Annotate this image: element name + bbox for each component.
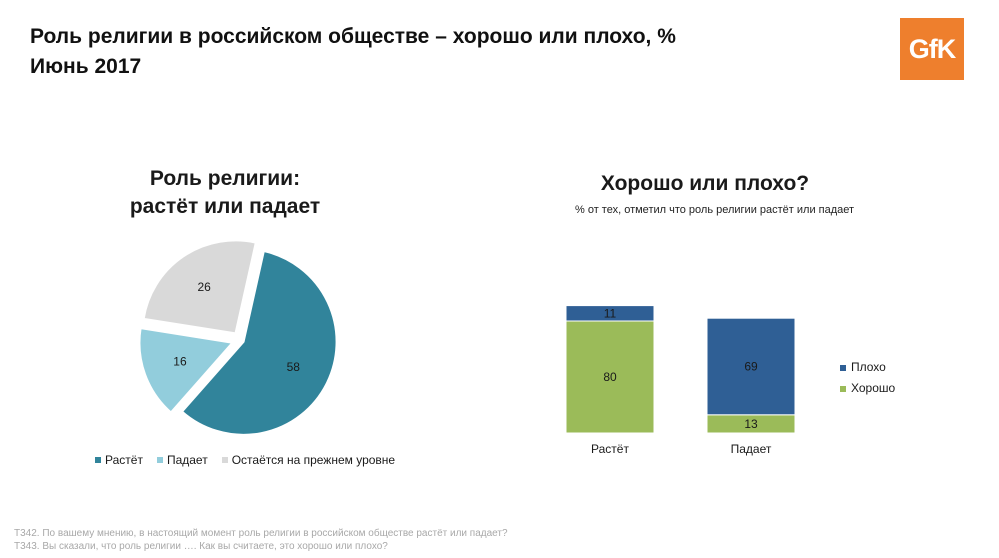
bar-value-label: 69 bbox=[744, 360, 758, 374]
bar-legend: Плохо Хорошо bbox=[840, 357, 895, 399]
pie-legend-item: Остаётся на прежнем уровне bbox=[221, 453, 396, 467]
pie-legend-label: Падает bbox=[166, 453, 208, 467]
page-title-line1: Роль религии в российском обществе – хор… bbox=[30, 25, 676, 48]
pie-slice-label: 26 bbox=[197, 280, 211, 294]
footnote: Т342. По вашему мнению, в настоящий моме… bbox=[14, 527, 508, 553]
bar-segment-плохо bbox=[706, 317, 796, 416]
bar-value-label: 11 bbox=[604, 306, 617, 320]
pie-chart-title-line1: Роль религии: bbox=[149, 167, 301, 190]
pie-chart-title: Роль религии: растёт или падает bbox=[55, 165, 395, 221]
pie-chart-title-line2: растёт или падает bbox=[129, 195, 321, 218]
bar-value-label: 13 bbox=[744, 417, 758, 431]
pie-slice-label: 16 bbox=[173, 355, 187, 369]
bar-legend-item: Хорошо bbox=[840, 378, 895, 399]
legend-swatch bbox=[95, 457, 101, 463]
bar-chart-subtitle: % от тех, отметил что роль религии растё… bbox=[575, 204, 855, 216]
page-title: Роль религии в российском обществе – хор… bbox=[30, 22, 676, 82]
logo-text: GfK bbox=[908, 33, 956, 64]
bar-chart-title: Хорошо или плохо? bbox=[600, 172, 810, 195]
footnote-line2: Т343. Вы сказали, что роль религии …. Ка… bbox=[14, 541, 388, 552]
bar-legend-label: Хорошо bbox=[851, 381, 896, 395]
pie-slice-растёт bbox=[180, 249, 338, 436]
bar-value-label: 80 bbox=[603, 370, 617, 384]
bar-legend-label: Плохо bbox=[851, 360, 886, 374]
gfk-logo: GfK bbox=[900, 18, 964, 80]
pie-legend-label: Растёт bbox=[105, 453, 143, 467]
footnote-line1: Т342. По вашему мнению, в настоящий моме… bbox=[14, 528, 508, 539]
x-tick-label: Растёт bbox=[591, 442, 629, 456]
legend-swatch bbox=[221, 457, 228, 463]
pie-slice-остаётся-на-прежнем-уровне bbox=[142, 239, 257, 335]
legend-swatch bbox=[840, 385, 846, 392]
bar-segment-хорошо bbox=[565, 320, 655, 434]
legend-swatch bbox=[156, 457, 163, 463]
bar-legend-item: Плохо bbox=[840, 357, 895, 378]
pie-slice-label: 58 bbox=[287, 360, 301, 374]
pie-legend-item: Растёт bbox=[95, 453, 143, 467]
pie-slice-падает bbox=[138, 327, 235, 414]
legend-swatch bbox=[840, 364, 846, 371]
page-title-line2: Июнь 2017 bbox=[30, 55, 142, 78]
bar-segment-плохо bbox=[565, 305, 655, 322]
x-tick-label: Падает bbox=[731, 442, 772, 456]
pie-legend: Растёт Падает Остаётся на прежнем уровне bbox=[95, 453, 395, 467]
pie-legend-label: Остаётся на прежнем уровне bbox=[231, 453, 396, 467]
pie-legend-item: Падает bbox=[156, 453, 208, 467]
